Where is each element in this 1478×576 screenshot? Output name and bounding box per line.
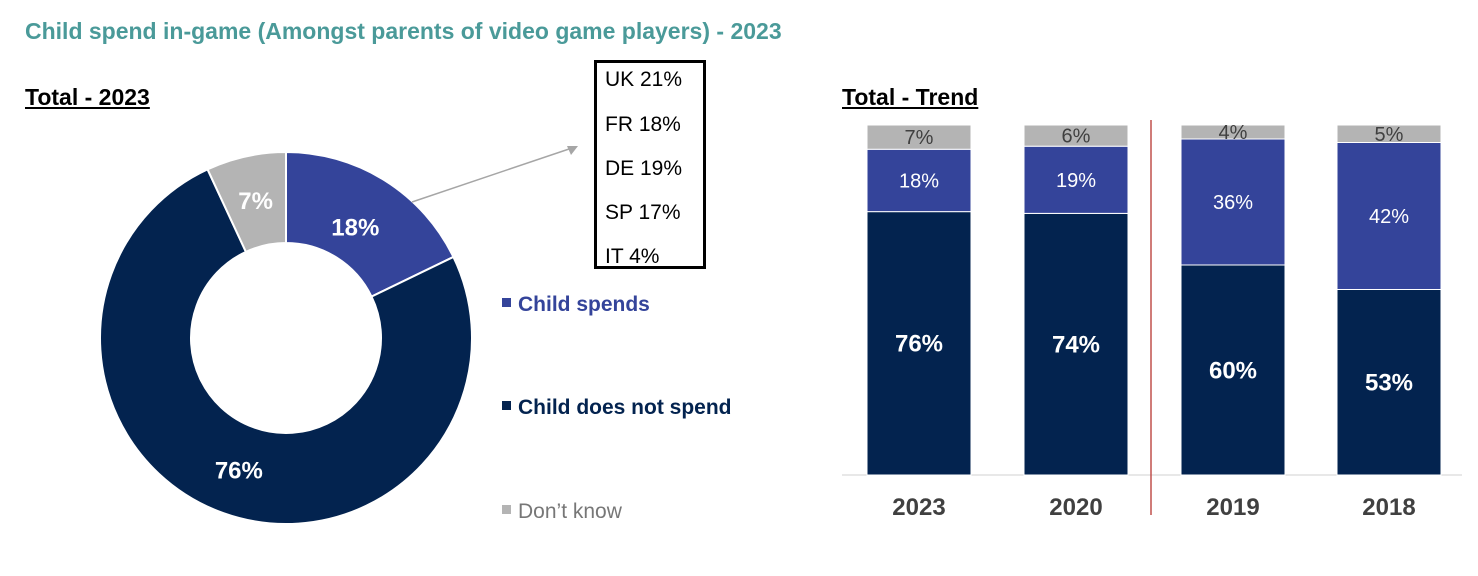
- bar-label-2023-child-does-not-spend: 76%: [895, 331, 943, 358]
- bar-label-2018-don-t-know: 5%: [1375, 124, 1404, 146]
- bar-2023-child-does-not-spend: [866, 211, 972, 476]
- bar-2019-don-t-know: [1180, 124, 1286, 140]
- stacked-bar-chart: 76% 18% 7% 2023 74% 19% 6% 2020 60% 36% 4% 2019 53% 4…: [842, 120, 1462, 521]
- legend-label-child-does-not-spend: Child does not spend: [518, 396, 732, 419]
- donut-section-title: Total - 2023: [25, 84, 150, 110]
- bar-label-2018-child-does-not-spend: 53%: [1365, 370, 1413, 397]
- country-item-de: DE 19%: [605, 157, 683, 180]
- legend-swatch-dont-know: [502, 504, 511, 514]
- bar-label-2019-child-does-not-spend: 60%: [1209, 357, 1257, 384]
- callout-line: [411, 147, 573, 203]
- donut-label-child-spends: 18%: [331, 214, 379, 241]
- page-title: Child spend in-game (Amongst parents of …: [25, 18, 782, 44]
- legend-swatch-child-does-not-spend: [502, 400, 511, 410]
- trend-section-title: Total - Trend: [842, 84, 979, 110]
- bar-2020-child-does-not-spend: [1023, 212, 1129, 476]
- country-item-it: IT 4%: [605, 245, 660, 268]
- donut-chart: 18% 76% 7%: [99, 150, 473, 525]
- country-item-uk: UK 21%: [605, 68, 683, 91]
- donut-slice-child-spends: [285, 150, 455, 298]
- legend-dont-know: Don’t know: [502, 500, 622, 524]
- country-item-fr: FR 18%: [605, 113, 681, 136]
- bar-label-2020-don-t-know: 6%: [1062, 126, 1091, 148]
- bar-label-2019-don-t-know: 4%: [1219, 122, 1248, 144]
- legend-child-does-not-spend: Child does not spend: [502, 396, 732, 420]
- bar-2018-child-does-not-spend: [1336, 289, 1442, 476]
- bar-2018-child-spends: [1336, 142, 1442, 290]
- bar-label-2018-child-spends: 42%: [1369, 206, 1409, 228]
- callout-arrowhead: [567, 146, 578, 155]
- legend-child-spends: Child spends: [502, 293, 650, 317]
- country-item-sp: SP 17%: [605, 201, 681, 224]
- bar-label-2023-don-t-know: 7%: [905, 127, 934, 149]
- bar-2023-don-t-know: [866, 124, 972, 150]
- x-tick-label-2023: 2023: [892, 494, 945, 521]
- donut-label-child-does-not-spend: 76%: [215, 457, 263, 484]
- x-tick-label-2019: 2019: [1206, 494, 1259, 521]
- x-tick-label-2020: 2020: [1049, 494, 1102, 521]
- donut-slice-don-t-know: [206, 150, 287, 254]
- bar-label-2019-child-spends: 36%: [1213, 192, 1253, 214]
- donut-label-don-t-know: 7%: [238, 188, 273, 215]
- donut-slice-child-does-not-spend: [99, 168, 473, 525]
- bar-2020-don-t-know: [1023, 124, 1129, 147]
- bar-label-2023-child-spends: 18%: [899, 170, 939, 192]
- country-breakdown-box: UK 21% FR 18% DE 19% SP 17% IT 4%: [594, 60, 706, 269]
- bar-2020-child-spends: [1023, 145, 1129, 214]
- x-tick-label-2018: 2018: [1362, 494, 1415, 521]
- legend-label-dont-know: Don’t know: [518, 500, 622, 523]
- legend-label-child-spends: Child spends: [518, 293, 650, 316]
- callout-arrow: [411, 146, 578, 203]
- bar-2018-don-t-know: [1336, 124, 1442, 143]
- bar-2019-child-spends: [1180, 138, 1286, 266]
- bar-label-2020-child-spends: 19%: [1056, 170, 1096, 192]
- legend-swatch-child-spends: [502, 297, 511, 307]
- bar-label-2020-child-does-not-spend: 74%: [1052, 332, 1100, 359]
